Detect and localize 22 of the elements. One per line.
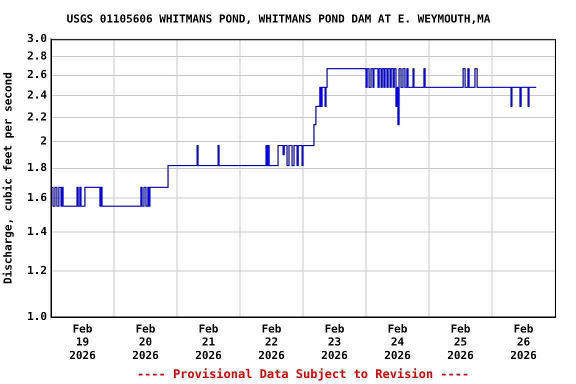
- y-tick-label: 1.8: [27, 161, 47, 174]
- x-tick-label: Feb 22 2026: [258, 322, 286, 362]
- y-tick-label: 1.0: [27, 310, 47, 323]
- chart-title: USGS 01105606 WHITMANS POND, WHITMANS POND DAM AT E. WEYMOUTH,MA: [66, 12, 491, 26]
- y-tick-label: 2: [40, 134, 47, 148]
- y-tick-label: 2.8: [27, 50, 47, 63]
- y-tick-label: 1.6: [27, 191, 48, 204]
- x-tick-label: Feb 23 2026: [321, 322, 348, 362]
- y-tick-label: 2.2: [27, 110, 47, 124]
- x-tick-label: Feb 21 2026: [195, 322, 222, 362]
- y-tick-label: 1.4: [27, 224, 48, 238]
- x-tick-label: Feb 24 2026: [384, 322, 412, 362]
- y-tick-label: 2.6: [27, 68, 48, 82]
- y-tick-label: 3.0: [27, 32, 47, 46]
- y-tick-label: 2.4: [27, 88, 48, 102]
- y-tick-label: 1.2: [27, 264, 47, 277]
- x-tick-label: Feb 19 2026: [69, 322, 96, 362]
- x-tick-label: Feb 25 2026: [447, 322, 474, 362]
- text: ---- Provisional Data Subject to Revision ----: [136, 367, 470, 382]
- y-axis-title: Discharge, cubic feet per second: [1, 72, 14, 284]
- x-tick-label: Feb 26 2026: [510, 322, 538, 362]
- x-tick-label: Feb 20 2026: [132, 322, 160, 362]
